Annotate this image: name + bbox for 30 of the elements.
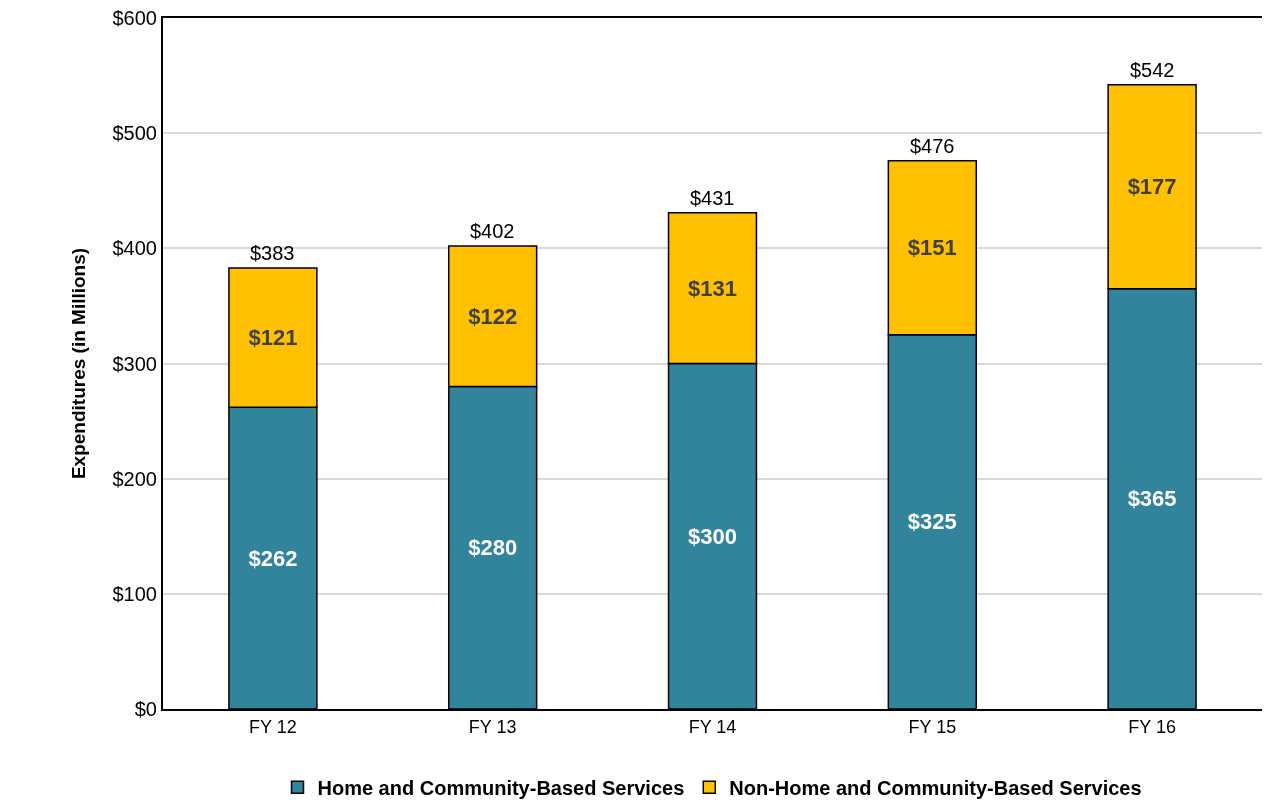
data-label: $300 [688, 523, 737, 549]
y-tick-label: $200 [112, 467, 157, 490]
data-label: $262 [248, 545, 298, 571]
y-tick-label: $100 [112, 582, 157, 605]
data-label: $131 [688, 275, 737, 301]
y-axis-title: Expenditures (in Millions) [67, 247, 89, 480]
y-tick-label: $400 [112, 237, 157, 260]
x-tick-label: FY 13 [468, 716, 517, 737]
total-label: $431 [690, 187, 735, 209]
x-tick-label: FY 16 [1128, 716, 1176, 737]
y-tick-label: $300 [112, 352, 157, 375]
data-label: $365 [1127, 486, 1177, 512]
legend-label: Home and Community-Based Services [317, 777, 685, 800]
total-label: $542 [1130, 59, 1175, 81]
data-label: $280 [468, 535, 518, 561]
y-tick-label: $500 [112, 122, 157, 145]
data-label: $325 [907, 509, 957, 535]
legend-label: Non-Home and Community-Based Services [729, 777, 1142, 800]
total-label: $402 [470, 220, 515, 242]
total-label: $383 [250, 242, 295, 264]
y-tick-label: $600 [112, 7, 157, 29]
x-tick-label: FY 12 [249, 716, 297, 737]
x-tick-label: FY 14 [688, 716, 737, 737]
data-label: $177 [1127, 174, 1177, 200]
data-label: $122 [468, 303, 518, 329]
total-label: $476 [910, 135, 955, 157]
data-label: $121 [248, 325, 298, 351]
y-tick-label: $0 [134, 698, 157, 720]
x-tick-label: FY 15 [908, 716, 957, 737]
data-label: $151 [907, 235, 957, 261]
